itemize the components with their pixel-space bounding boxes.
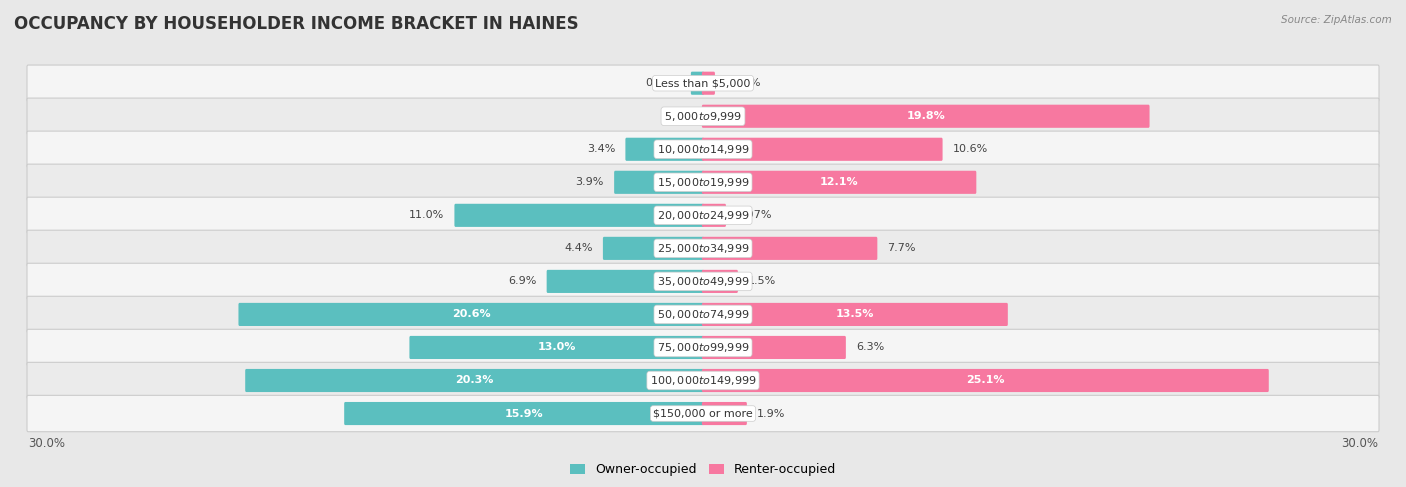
Text: 20.3%: 20.3% (456, 375, 494, 386)
Text: $20,000 to $24,999: $20,000 to $24,999 (657, 209, 749, 222)
Text: 30.0%: 30.0% (28, 437, 65, 450)
FancyBboxPatch shape (27, 164, 1379, 201)
FancyBboxPatch shape (702, 204, 725, 227)
Text: $15,000 to $19,999: $15,000 to $19,999 (657, 176, 749, 189)
FancyBboxPatch shape (626, 138, 704, 161)
FancyBboxPatch shape (27, 98, 1379, 134)
FancyBboxPatch shape (603, 237, 704, 260)
FancyBboxPatch shape (702, 336, 846, 359)
Text: $25,000 to $34,999: $25,000 to $34,999 (657, 242, 749, 255)
Text: 3.9%: 3.9% (575, 177, 605, 187)
FancyBboxPatch shape (702, 270, 738, 293)
FancyBboxPatch shape (702, 402, 747, 425)
FancyBboxPatch shape (454, 204, 704, 227)
Text: 7.7%: 7.7% (887, 244, 915, 253)
FancyBboxPatch shape (27, 362, 1379, 399)
Text: $5,000 to $9,999: $5,000 to $9,999 (664, 110, 742, 123)
FancyBboxPatch shape (27, 131, 1379, 168)
FancyBboxPatch shape (27, 263, 1379, 300)
Text: 4.4%: 4.4% (564, 244, 593, 253)
Text: $10,000 to $14,999: $10,000 to $14,999 (657, 143, 749, 156)
Text: 1.9%: 1.9% (756, 409, 786, 418)
Text: 13.5%: 13.5% (835, 309, 875, 319)
FancyBboxPatch shape (239, 303, 704, 326)
Text: 6.3%: 6.3% (856, 342, 884, 353)
FancyBboxPatch shape (27, 230, 1379, 266)
FancyBboxPatch shape (690, 72, 704, 95)
FancyBboxPatch shape (27, 296, 1379, 333)
Text: 25.1%: 25.1% (966, 375, 1004, 386)
FancyBboxPatch shape (614, 171, 704, 194)
FancyBboxPatch shape (702, 105, 1150, 128)
Text: $35,000 to $49,999: $35,000 to $49,999 (657, 275, 749, 288)
Text: Less than $5,000: Less than $5,000 (655, 78, 751, 88)
FancyBboxPatch shape (27, 65, 1379, 101)
Text: 0.0%: 0.0% (664, 111, 692, 121)
FancyBboxPatch shape (702, 303, 1008, 326)
Legend: Owner-occupied, Renter-occupied: Owner-occupied, Renter-occupied (565, 458, 841, 482)
Text: OCCUPANCY BY HOUSEHOLDER INCOME BRACKET IN HAINES: OCCUPANCY BY HOUSEHOLDER INCOME BRACKET … (14, 15, 579, 33)
Text: 12.1%: 12.1% (820, 177, 859, 187)
FancyBboxPatch shape (27, 395, 1379, 431)
Text: 3.4%: 3.4% (586, 144, 616, 154)
Text: 11.0%: 11.0% (409, 210, 444, 220)
Text: 0.48%: 0.48% (725, 78, 761, 88)
Text: 30.0%: 30.0% (1341, 437, 1378, 450)
Text: 15.9%: 15.9% (505, 409, 544, 418)
FancyBboxPatch shape (245, 369, 704, 392)
FancyBboxPatch shape (27, 197, 1379, 233)
Text: 10.6%: 10.6% (953, 144, 988, 154)
Text: 6.9%: 6.9% (508, 277, 537, 286)
FancyBboxPatch shape (702, 138, 942, 161)
Text: 19.8%: 19.8% (907, 111, 945, 121)
Text: 0.97%: 0.97% (737, 210, 772, 220)
Text: Source: ZipAtlas.com: Source: ZipAtlas.com (1281, 15, 1392, 25)
FancyBboxPatch shape (702, 171, 976, 194)
FancyBboxPatch shape (702, 237, 877, 260)
Text: 0.49%: 0.49% (645, 78, 681, 88)
FancyBboxPatch shape (547, 270, 704, 293)
Text: 1.5%: 1.5% (748, 277, 776, 286)
FancyBboxPatch shape (27, 329, 1379, 366)
FancyBboxPatch shape (702, 72, 714, 95)
Text: 20.6%: 20.6% (451, 309, 491, 319)
Text: $150,000 or more: $150,000 or more (654, 409, 752, 418)
FancyBboxPatch shape (409, 336, 704, 359)
Text: $75,000 to $99,999: $75,000 to $99,999 (657, 341, 749, 354)
Text: 13.0%: 13.0% (537, 342, 576, 353)
FancyBboxPatch shape (344, 402, 704, 425)
FancyBboxPatch shape (702, 369, 1268, 392)
Text: $100,000 to $149,999: $100,000 to $149,999 (650, 374, 756, 387)
Text: $50,000 to $74,999: $50,000 to $74,999 (657, 308, 749, 321)
